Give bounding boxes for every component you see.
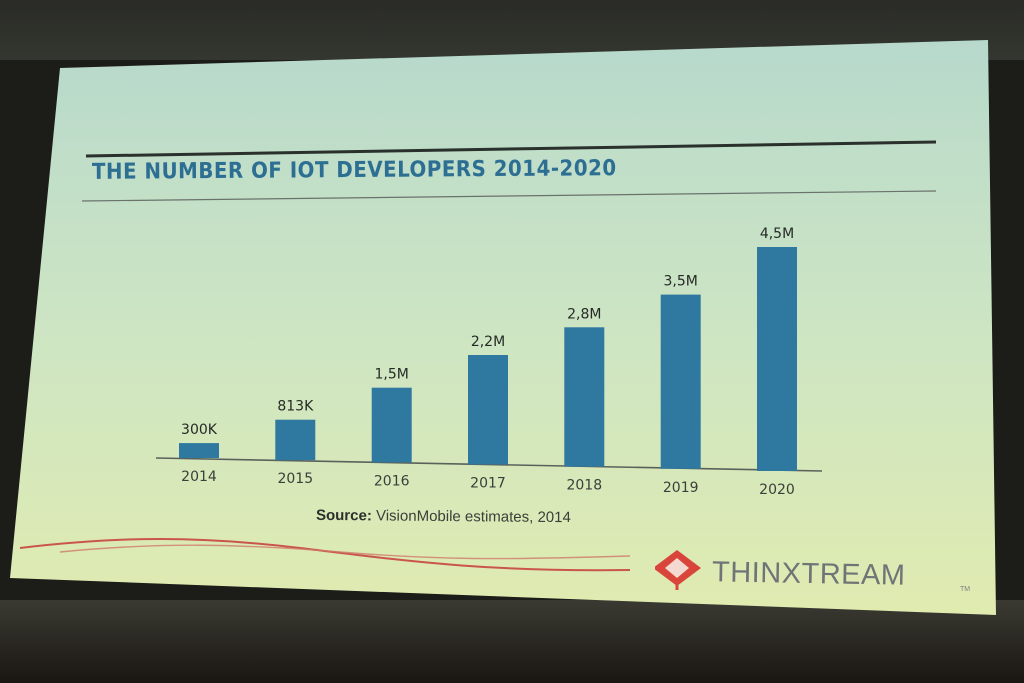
category-label-2014: 2014 (181, 469, 217, 485)
chart-title: THE NUMBER OF IOT DEVELOPERS 2014-2020 (91, 156, 617, 185)
category-label-2016: 2016 (374, 473, 410, 489)
thinxtream-logo-icon (655, 550, 701, 590)
category-label-2015: 2015 (277, 471, 313, 487)
source-label: Source: (315, 506, 372, 525)
category-label-2018: 2018 (566, 478, 602, 494)
source-note: Source: VisionMobile estimates, 2014 (316, 507, 571, 526)
bar-2019 (660, 294, 701, 469)
bar-2018 (564, 327, 605, 467)
value-label-2020: 4,5M (760, 226, 794, 242)
brand-name: THINXTREAM (711, 556, 906, 592)
value-label-2014: 300K (181, 422, 218, 438)
value-label-2016: 1,5M (375, 367, 409, 383)
value-label-2018: 2,8M (567, 306, 601, 322)
bar-2020 (757, 247, 797, 471)
category-label-2020: 2020 (759, 482, 795, 498)
decorative-swoosh (59, 544, 631, 560)
trademark-mark: TM (960, 586, 971, 593)
decorative-swoosh (19, 538, 631, 572)
value-label-2015: 813K (277, 399, 314, 415)
bar-2017 (468, 355, 508, 465)
bar-2014 (179, 443, 219, 458)
room-floor-edge (0, 600, 1024, 683)
category-label-2017: 2017 (470, 476, 506, 492)
value-label-2019: 3,5M (664, 274, 698, 290)
bar-chart: 300K 813K 1,5M 2,2M 2,8M 3,5M 4,5M 2014 2015 201… (155, 226, 823, 498)
value-label-2017: 2,2M (471, 334, 505, 350)
bar-2016 (371, 387, 412, 463)
category-label-2019: 2019 (663, 480, 699, 496)
source-text: VisionMobile estimates, 2014 (375, 507, 571, 527)
bar-2015 (275, 419, 316, 461)
